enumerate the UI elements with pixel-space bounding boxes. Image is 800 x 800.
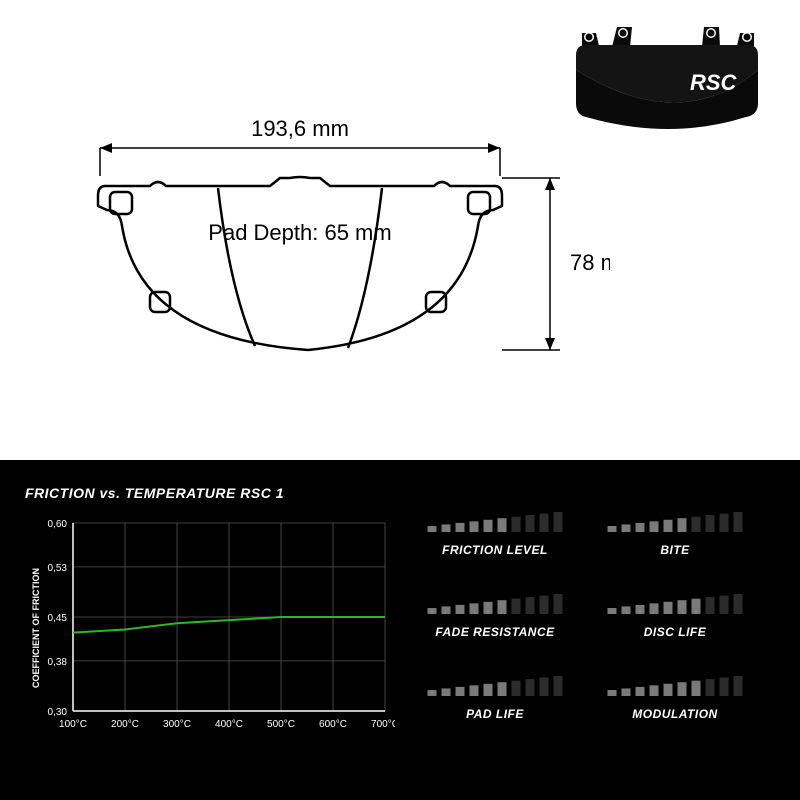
svg-text:500°C: 500°C (267, 719, 295, 730)
svg-text:0,45: 0,45 (48, 613, 68, 624)
svg-text:300°C: 300°C (163, 719, 191, 730)
svg-text:0,60: 0,60 (48, 519, 68, 530)
performance-panel: FRICTION vs. TEMPERATURE RSC 1 0,300,380… (0, 460, 800, 800)
metric-disc-life: DISC LIFE (585, 592, 765, 639)
svg-text:0,53: 0,53 (48, 563, 68, 574)
svg-text:COEFFICIENT OF FRICTION: COEFFICIENT OF FRICTION (31, 568, 41, 688)
width-dim-label: 193,6 mm (251, 116, 349, 141)
svg-text:600°C: 600°C (319, 719, 347, 730)
svg-text:200°C: 200°C (111, 719, 139, 730)
friction-chart: 0,30 0,38 0,45 0,53 0,60 100°C 200°C 300°C 400°C… (25, 513, 395, 743)
svg-text:400°C: 400°C (215, 719, 243, 730)
rsc-logo: RSC (690, 70, 738, 95)
metric-fade-resistance: FADE RESISTANCE (405, 592, 585, 639)
height-dim-label: 78 mm (570, 250, 610, 275)
svg-text:0,30: 0,30 (48, 707, 68, 718)
svg-text:700°C: 700°C (371, 719, 395, 730)
metric-pad-life: PAD LIFE (405, 674, 585, 721)
svg-text:0,38: 0,38 (48, 657, 68, 668)
metric-friction-level: FRICTION LEVEL (405, 510, 585, 557)
metric-bite: BITE (585, 510, 765, 557)
metric-modulation: MODULATION (585, 674, 765, 721)
chart-title: FRICTION vs. TEMPERATURE RSC 1 (25, 485, 395, 501)
depth-dim-label: Pad Depth: 65 mm (208, 220, 391, 245)
metrics-grid: FRICTION LEVELBITEFADE RESISTANCEDISC LI… (405, 485, 775, 775)
pad-dimension-diagram: 193,6 mm 78 mm (70, 110, 610, 400)
svg-text:100°C: 100°C (59, 719, 87, 730)
